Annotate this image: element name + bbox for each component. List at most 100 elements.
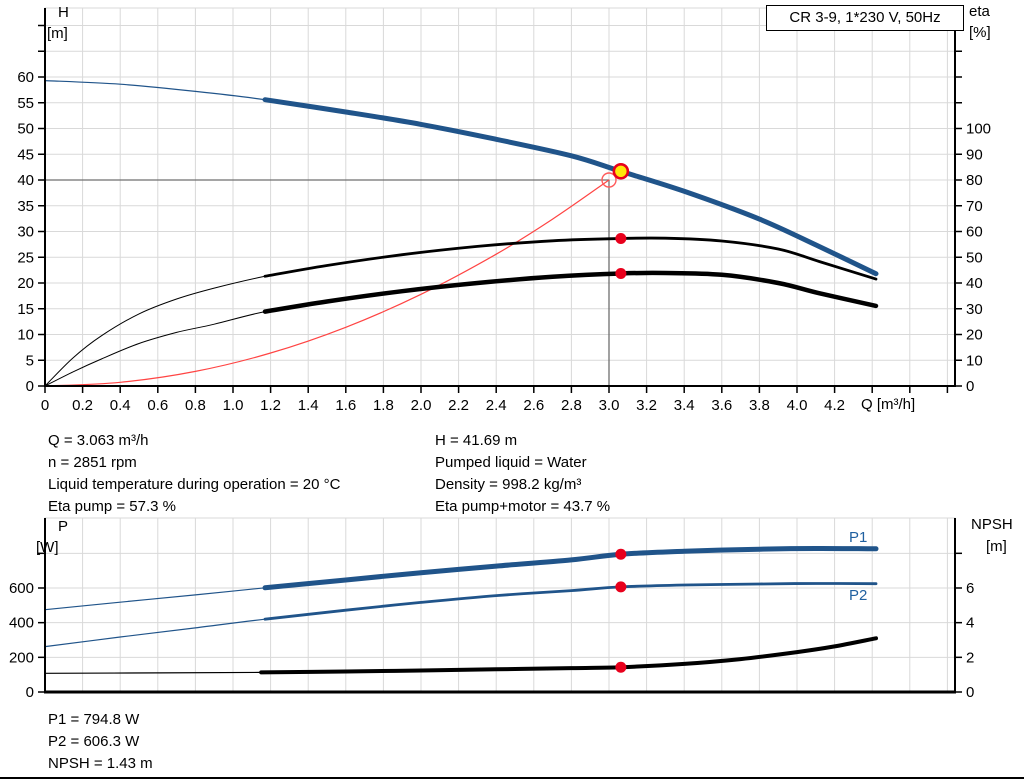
svg-text:35: 35 bbox=[17, 198, 34, 215]
svg-text:10: 10 bbox=[17, 327, 34, 344]
duty-crosshair bbox=[45, 179, 610, 386]
duty-dot bbox=[615, 581, 627, 593]
series-p2-shaft-power bbox=[44, 582, 878, 648]
p1-curve-label: P1 bbox=[849, 529, 868, 546]
svg-text:0.4: 0.4 bbox=[110, 397, 131, 414]
page-bottom-rule bbox=[0, 777, 1024, 779]
svg-text:0: 0 bbox=[41, 397, 49, 414]
series-eta-pump-plus-motor bbox=[44, 270, 879, 387]
svg-text:70: 70 bbox=[966, 198, 983, 215]
svg-text:1.6: 1.6 bbox=[335, 397, 356, 414]
q-axis-label: Q [m³/h] bbox=[861, 396, 916, 413]
svg-text:0: 0 bbox=[26, 378, 34, 395]
svg-text:400: 400 bbox=[9, 615, 34, 632]
duty-dot bbox=[615, 232, 627, 244]
p-axis-bracket: [W] bbox=[36, 539, 59, 556]
duty-q: Q = 3.063 m³/h bbox=[48, 432, 149, 449]
p-axis-unit: P bbox=[58, 518, 69, 535]
duty-info-left-column: Q = 3.063 m³/h n = 2851 rpm Liquid tempe… bbox=[48, 430, 340, 518]
eta-axis-unit: eta bbox=[969, 3, 990, 20]
svg-text:4.0: 4.0 bbox=[787, 397, 808, 414]
series-p1-power-input bbox=[44, 545, 879, 611]
duty-dot bbox=[615, 548, 627, 560]
svg-text:600: 600 bbox=[9, 580, 34, 597]
series-system-curve bbox=[44, 179, 610, 387]
duty-speed: n = 2851 rpm bbox=[48, 454, 137, 471]
eta-axis-bracket: [%] bbox=[969, 24, 991, 41]
svg-text:3.4: 3.4 bbox=[674, 397, 695, 414]
svg-text:3.6: 3.6 bbox=[711, 397, 732, 414]
duty-npsh: NPSH = 1.43 m bbox=[48, 755, 153, 772]
svg-text:40: 40 bbox=[17, 172, 34, 189]
svg-text:45: 45 bbox=[17, 146, 34, 163]
series-npsh-curve bbox=[44, 636, 878, 675]
top-axes: 0 5 10 15 20 25 30 35 40 45 50 55 60 0 10 20 30 40 50 60 70 8… bbox=[17, 8, 991, 414]
svg-text:3.0: 3.0 bbox=[599, 397, 620, 414]
duty-dot bbox=[615, 267, 627, 279]
svg-text:4.2: 4.2 bbox=[824, 397, 845, 414]
svg-text:2: 2 bbox=[966, 649, 974, 666]
requested-duty-point bbox=[601, 172, 617, 188]
svg-text:0: 0 bbox=[26, 684, 34, 701]
duty-p2: P2 = 606.3 W bbox=[48, 733, 140, 750]
svg-text:90: 90 bbox=[966, 146, 983, 163]
pump-model-box: CR 3-9, 1*230 V, 50Hz bbox=[766, 5, 964, 31]
npsh-axis-bracket: [m] bbox=[986, 538, 1007, 555]
svg-text:2.0: 2.0 bbox=[411, 397, 432, 414]
svg-text:2.2: 2.2 bbox=[448, 397, 469, 414]
h-axis-unit: H bbox=[58, 4, 69, 21]
svg-text:1.4: 1.4 bbox=[298, 397, 319, 414]
svg-text:80: 80 bbox=[966, 172, 983, 189]
svg-text:6: 6 bbox=[966, 580, 974, 597]
duty-liquid: Pumped liquid = Water bbox=[435, 454, 587, 471]
svg-text:3.8: 3.8 bbox=[749, 397, 770, 414]
svg-text:100: 100 bbox=[966, 121, 991, 138]
svg-text:40: 40 bbox=[966, 275, 983, 292]
series-eta-pump bbox=[44, 236, 878, 387]
top-chart: 0 5 10 15 20 25 30 35 40 45 50 55 60 0 10 20 30 40 50 60 70 8… bbox=[17, 7, 991, 414]
svg-text:25: 25 bbox=[17, 249, 34, 266]
svg-text:15: 15 bbox=[17, 301, 34, 318]
top-gridlines bbox=[44, 7, 956, 387]
series-qh-pump-curve bbox=[44, 80, 879, 277]
svg-text:20: 20 bbox=[17, 275, 34, 292]
svg-text:3.2: 3.2 bbox=[636, 397, 657, 414]
svg-text:10: 10 bbox=[966, 352, 983, 369]
svg-text:4: 4 bbox=[966, 615, 974, 632]
svg-text:0: 0 bbox=[966, 378, 974, 395]
duty-eta-pump-motor: Eta pump+motor = 43.7 % bbox=[435, 498, 611, 515]
svg-text:30: 30 bbox=[966, 301, 983, 318]
power-info-column: P1 = 794.8 W P2 = 606.3 W NPSH = 1.43 m bbox=[48, 709, 153, 775]
npsh-axis-unit: NPSH bbox=[971, 516, 1013, 533]
p2-curve-label: P2 bbox=[849, 587, 868, 604]
bottom-chart: 0 200 400 600 0 2 4 6 bbox=[9, 517, 974, 701]
svg-text:2.8: 2.8 bbox=[561, 397, 582, 414]
svg-text:0.8: 0.8 bbox=[185, 397, 206, 414]
duty-head: H = 41.69 m bbox=[435, 432, 518, 449]
svg-text:200: 200 bbox=[9, 649, 34, 666]
bottom-axes: 0 200 400 600 0 2 4 6 bbox=[9, 518, 974, 701]
svg-text:0.6: 0.6 bbox=[147, 397, 168, 414]
svg-text:5: 5 bbox=[26, 352, 34, 369]
svg-text:0: 0 bbox=[966, 684, 974, 701]
duty-info-right-column: H = 41.69 m Pumped liquid = Water Densit… bbox=[435, 430, 610, 518]
svg-text:1.8: 1.8 bbox=[373, 397, 394, 414]
duty-dot bbox=[615, 661, 627, 673]
svg-text:30: 30 bbox=[17, 224, 34, 241]
bottom-gridlines bbox=[44, 517, 956, 693]
svg-text:20: 20 bbox=[966, 327, 983, 344]
h-axis-bracket: [m] bbox=[47, 25, 68, 42]
duty-p1: P1 = 794.8 W bbox=[48, 711, 140, 728]
svg-text:50: 50 bbox=[966, 249, 983, 266]
svg-text:2.4: 2.4 bbox=[486, 397, 507, 414]
duty-density: Density = 998.2 kg/m³ bbox=[435, 476, 582, 493]
svg-text:55: 55 bbox=[17, 95, 34, 112]
duty-point bbox=[612, 162, 630, 180]
duty-eta-pump: Eta pump = 57.3 % bbox=[48, 498, 176, 515]
svg-text:60: 60 bbox=[17, 69, 34, 86]
svg-text:1.2: 1.2 bbox=[260, 397, 281, 414]
svg-text:0.2: 0.2 bbox=[72, 397, 93, 414]
svg-text:1.0: 1.0 bbox=[223, 397, 244, 414]
